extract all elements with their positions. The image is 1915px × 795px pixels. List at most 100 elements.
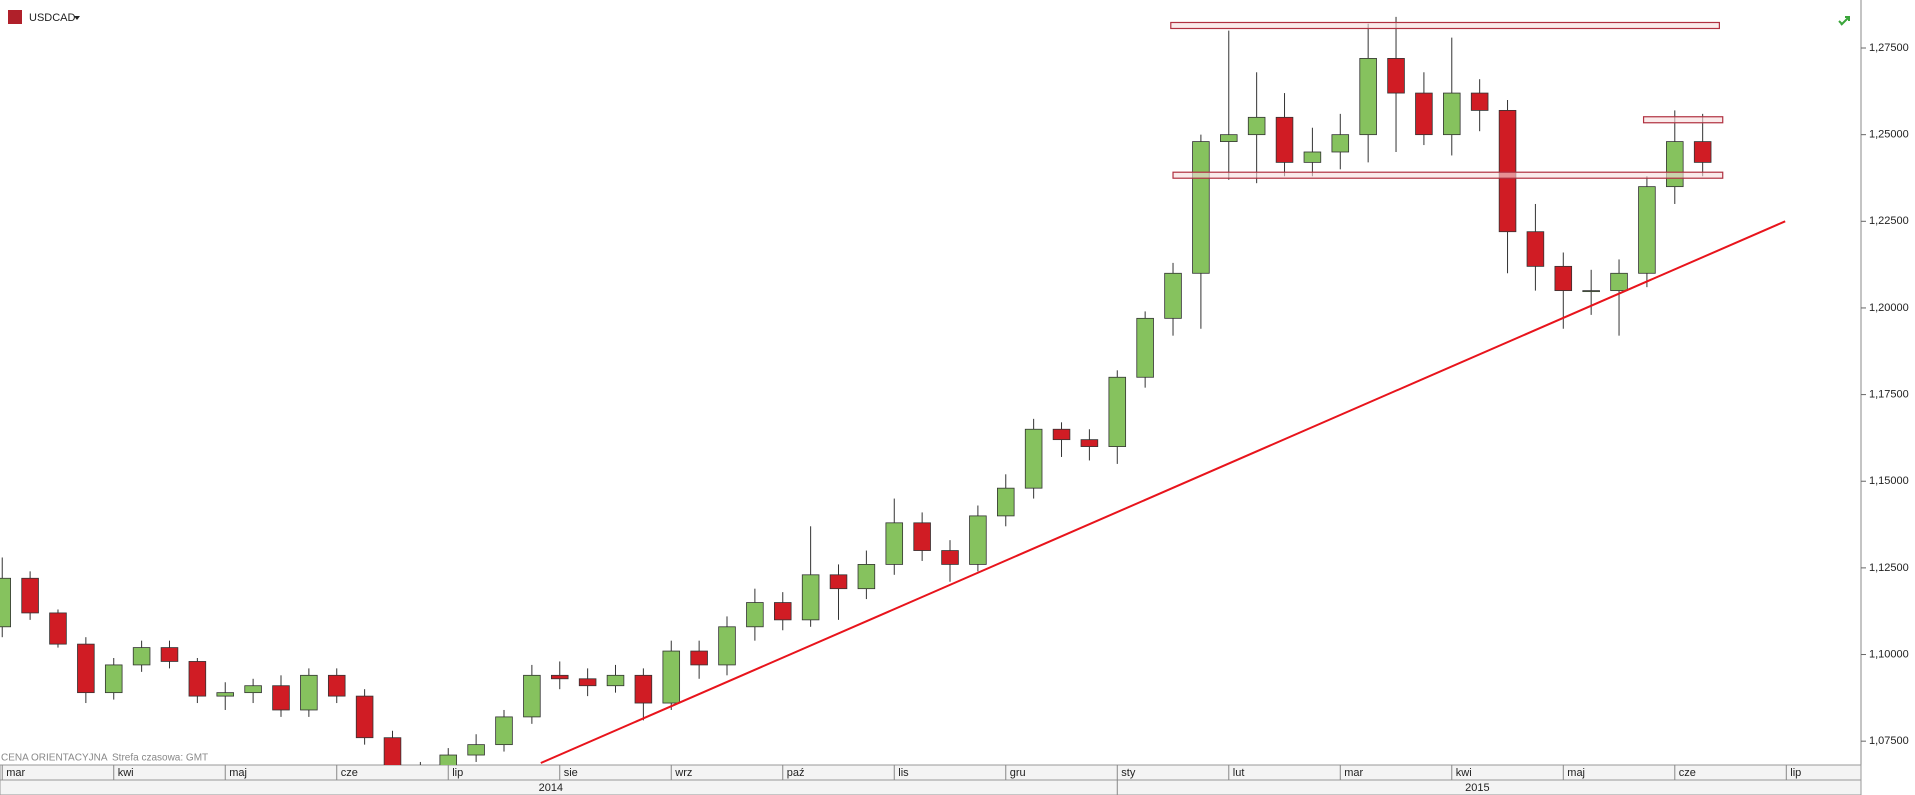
candle-body (1247, 116, 1266, 136)
x-tick-label: cze (341, 767, 358, 779)
candle-body (1582, 290, 1600, 293)
candle-body (1359, 58, 1377, 136)
candle-body (1331, 134, 1350, 153)
candle-body (690, 650, 708, 666)
sr-zone (1642, 116, 1724, 124)
x-tick-label: kwi (118, 767, 134, 779)
x-tick-label: lip (452, 767, 463, 779)
timezone: Strefa czasowa: GMT (112, 753, 208, 764)
candle-body (21, 577, 39, 614)
candle-body (327, 674, 346, 697)
y-tick-label: 1,17500 (1869, 388, 1909, 400)
x-tick-label: lip (1790, 767, 1801, 779)
candle-body (1080, 439, 1099, 447)
candle-body (495, 716, 513, 746)
candle-body (1415, 92, 1433, 136)
candle-body (746, 602, 764, 628)
x-tick-label: lut (1233, 767, 1245, 779)
candle-body (857, 564, 876, 590)
candle-body (1666, 141, 1684, 188)
x-tick-label: maj (229, 767, 247, 779)
candle-body (467, 744, 485, 756)
candle-body (77, 643, 95, 694)
note: CENA ORIENTACYJNA (1, 753, 108, 764)
candle-body (188, 661, 207, 697)
candle-body (1498, 109, 1517, 233)
y-tick-label: 1,27500 (1869, 42, 1909, 54)
candle-body (1638, 186, 1656, 274)
candle-body (578, 678, 597, 687)
candle-body (885, 522, 904, 565)
candle-body (1164, 272, 1182, 319)
symbol-dropdown[interactable] (74, 16, 80, 20)
x-tick-label: mar (6, 767, 25, 779)
y-tick-label: 1,07500 (1869, 735, 1909, 747)
candle-body (662, 650, 681, 704)
candle-body (244, 685, 262, 694)
y-tick-label: 1,12500 (1869, 562, 1909, 574)
y-tick-label: 1,22500 (1869, 215, 1909, 227)
candle-body (913, 522, 931, 551)
candle-body (1052, 428, 1071, 441)
candle-body (997, 487, 1015, 517)
candle-body (941, 550, 959, 565)
candle-body (1024, 428, 1043, 489)
x-tick-label: cze (1679, 767, 1696, 779)
sr-zone (1172, 171, 1724, 179)
candle-body (49, 612, 67, 645)
x-tick-label: maj (1567, 767, 1585, 779)
x-tick-label: sie (564, 767, 578, 779)
candle-body (1610, 272, 1628, 292)
y-tick-label: 1,10000 (1869, 648, 1909, 660)
y-tick-label: 1,25000 (1869, 129, 1909, 141)
candle-body (160, 647, 179, 662)
trendline (540, 220, 1786, 764)
candle-body (1554, 265, 1573, 292)
candle-body (1108, 376, 1127, 447)
candle-body (634, 674, 653, 704)
candle-body (104, 664, 123, 694)
y-tick-label: 1,15000 (1869, 475, 1909, 487)
x-tick-label: mar (1344, 767, 1363, 779)
x-tick-label: paź (787, 767, 805, 779)
candle-body (439, 754, 458, 765)
candle-body (1192, 141, 1210, 274)
x-tick-label: kwi (1456, 767, 1472, 779)
plot-area (0, 16, 1786, 765)
candle-body (606, 674, 625, 687)
year-label: 2015 (1465, 782, 1489, 794)
symbol[interactable]: USDCAD (29, 12, 76, 24)
candle-body (801, 574, 820, 621)
candle-body (718, 626, 736, 666)
year-label: 2014 (539, 782, 563, 794)
candle-body (1387, 58, 1405, 94)
x-tick-label: sty (1121, 767, 1136, 779)
x-tick-label: wrz (674, 767, 692, 779)
candle-body (1526, 231, 1545, 267)
sr-zone (1170, 21, 1720, 30)
trend-icon[interactable] (1838, 16, 1850, 26)
candle-body (829, 574, 848, 590)
candle-body (300, 674, 318, 711)
candle-body (1443, 92, 1461, 136)
candle-body (272, 685, 290, 711)
candle-body (0, 577, 11, 628)
x-tick-label: gru (1010, 767, 1026, 779)
candle-body (1275, 116, 1294, 163)
candle-body (383, 737, 402, 765)
x-tick-label: lis (898, 767, 909, 779)
candle-body (523, 674, 541, 718)
candle-body (1470, 92, 1489, 111)
candle-body (1693, 141, 1712, 163)
candle-body (550, 674, 569, 680)
candle-body (216, 692, 235, 697)
candle-body (1303, 151, 1322, 163)
candle-body (355, 695, 374, 739)
candle-body (969, 515, 987, 565)
fx-icon[interactable] (8, 10, 22, 24)
candle-body (1220, 134, 1238, 142)
candle-body (132, 647, 151, 666)
candle-body (773, 602, 792, 621)
